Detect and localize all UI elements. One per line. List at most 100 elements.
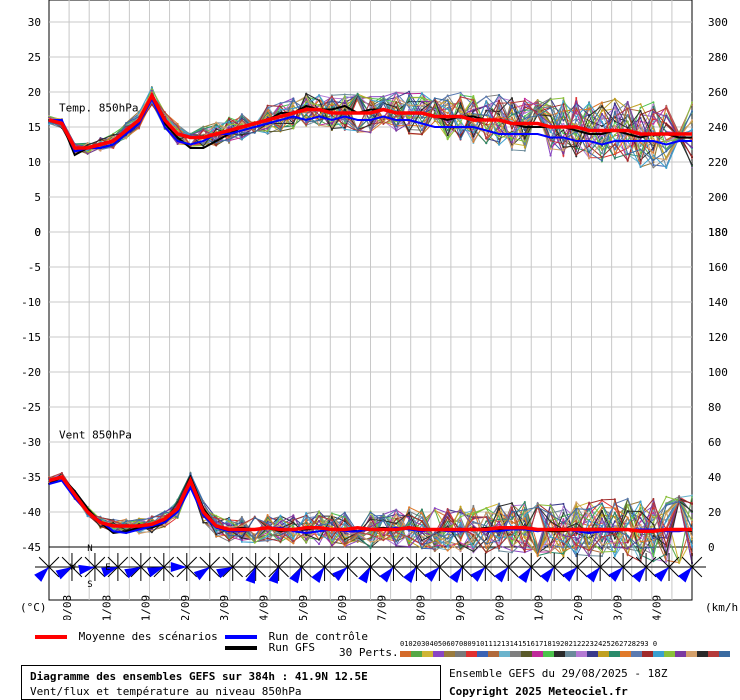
ensemble-member-point [343, 108, 346, 111]
ensemble-member-point [639, 127, 642, 130]
y-tick-right: 180 [708, 226, 728, 239]
ensemble-member-point [562, 129, 565, 132]
ensemble-member-point [202, 521, 205, 524]
wind-direction-wedge [34, 567, 49, 582]
ensemble-member-point [665, 166, 668, 169]
ensemble-member-point [600, 551, 603, 554]
ensemble-member-point [292, 102, 295, 105]
ensemble-member-point [485, 524, 488, 527]
wind-direction-wedge [289, 567, 302, 584]
ensemble-member-point [691, 128, 693, 131]
wind-rose [470, 553, 500, 582]
ensemble-member-point [523, 146, 526, 149]
ensemble-member-point [536, 506, 539, 509]
ensemble-member-point [228, 520, 231, 523]
ensemble-member-point [292, 526, 295, 529]
wind-rose-spoke [576, 566, 588, 578]
ensemble-member-point [626, 107, 629, 110]
ensemble-member-point [575, 97, 578, 100]
ensemble-member-point [112, 135, 115, 138]
wind-rose-spoke [163, 556, 175, 568]
ensemble-member-point [691, 494, 693, 497]
y-tick-left: -30 [21, 436, 41, 449]
panel-label: Vent 850hPa [59, 429, 132, 442]
ensemble-member-point [498, 93, 501, 96]
ensemble-member-point [562, 543, 565, 546]
ensemble-member-point [678, 500, 681, 503]
ensemble-member-point [305, 533, 308, 536]
ensemble-member-point [138, 518, 141, 521]
ensemble-member-point [266, 524, 269, 527]
ensemble-member-point [562, 546, 565, 549]
ensemble-member-point [60, 471, 63, 474]
legend-pert-swatch [708, 651, 719, 657]
ensemble-member-point [459, 517, 462, 520]
ensemble-member-point [652, 166, 655, 169]
ensemble-member-point [408, 90, 411, 93]
ensemble-member-point [523, 117, 526, 120]
ensemble-member-point [228, 138, 231, 141]
ensemble-member-point [485, 132, 488, 135]
y-tick-right: 220 [708, 156, 728, 169]
ensemble-member-point [408, 132, 411, 135]
wind-rose-spoke [278, 556, 289, 568]
y-tick-left: 10 [28, 156, 41, 169]
y-tick-right: 120 [708, 331, 728, 344]
x-tick-label: 07/09 [375, 595, 388, 620]
ensemble-member-point [613, 133, 616, 136]
ensemble-member-point [485, 507, 488, 510]
ensemble-member-point [613, 102, 616, 105]
wind-rose-spoke [48, 556, 60, 568]
ensemble-member-point [86, 143, 89, 146]
ensemble-member-point [330, 102, 333, 105]
y-tick-left: 5 [34, 191, 41, 204]
wind-direction-wedge [78, 564, 95, 575]
ensemble-member-point [459, 539, 462, 542]
ensemble-member-point [330, 105, 333, 108]
ensemble-member-point [395, 101, 398, 104]
ensemble-member-point [330, 518, 333, 521]
ensemble-member-point [279, 105, 282, 108]
y-tick-left: -25 [21, 401, 41, 414]
y-tick-right: 80 [708, 401, 721, 414]
ensemble-member-point [330, 122, 333, 125]
ensemble-member-point [639, 148, 642, 151]
ensemble-member-point [613, 546, 616, 549]
ensemble-member-point [446, 541, 449, 544]
ensemble-member-point [510, 136, 513, 139]
wind-rose-spoke [140, 566, 152, 578]
ensemble-member-point [575, 501, 578, 504]
ensemble-member-point [510, 506, 513, 509]
ensemble-member-point [382, 122, 385, 125]
ensemble-member-point [279, 125, 282, 128]
ensemble-member-point [626, 553, 629, 556]
wind-rose-spoke [439, 566, 450, 578]
ensemble-member-point [652, 156, 655, 159]
ensemble-member-point [575, 155, 578, 158]
ensemble-member-point [112, 521, 115, 524]
ensemble-member-point [678, 561, 681, 564]
y-tick-left: -35 [21, 471, 41, 484]
left-unit-label: (°C) [20, 601, 47, 614]
wind-rose [379, 553, 408, 583]
ensemble-member-point [266, 104, 269, 107]
wind-rose-spoke [360, 556, 371, 568]
ensemble-member-point [408, 130, 411, 133]
ensemble-member-point [600, 498, 603, 501]
ensemble-member-point [240, 523, 243, 526]
ensemble-member-point [639, 103, 642, 106]
ensemble-member-point [613, 152, 616, 155]
ensemble-member-point [562, 119, 565, 122]
compass-n: N [87, 544, 92, 554]
ensemble-member-point [639, 151, 642, 154]
ensemble-member-point [652, 142, 655, 145]
ensemble-member-point [652, 130, 655, 133]
compass-e: E [105, 563, 110, 573]
ensemble-member-point [420, 520, 423, 523]
ensemble-member-point [549, 106, 552, 109]
ensemble-member-point [305, 116, 308, 119]
y-tick-right: 40 [708, 471, 721, 484]
ensemble-member-point [600, 509, 603, 512]
ensemble-member-point [498, 110, 501, 113]
x-tick-label: 30/08 [61, 595, 74, 620]
